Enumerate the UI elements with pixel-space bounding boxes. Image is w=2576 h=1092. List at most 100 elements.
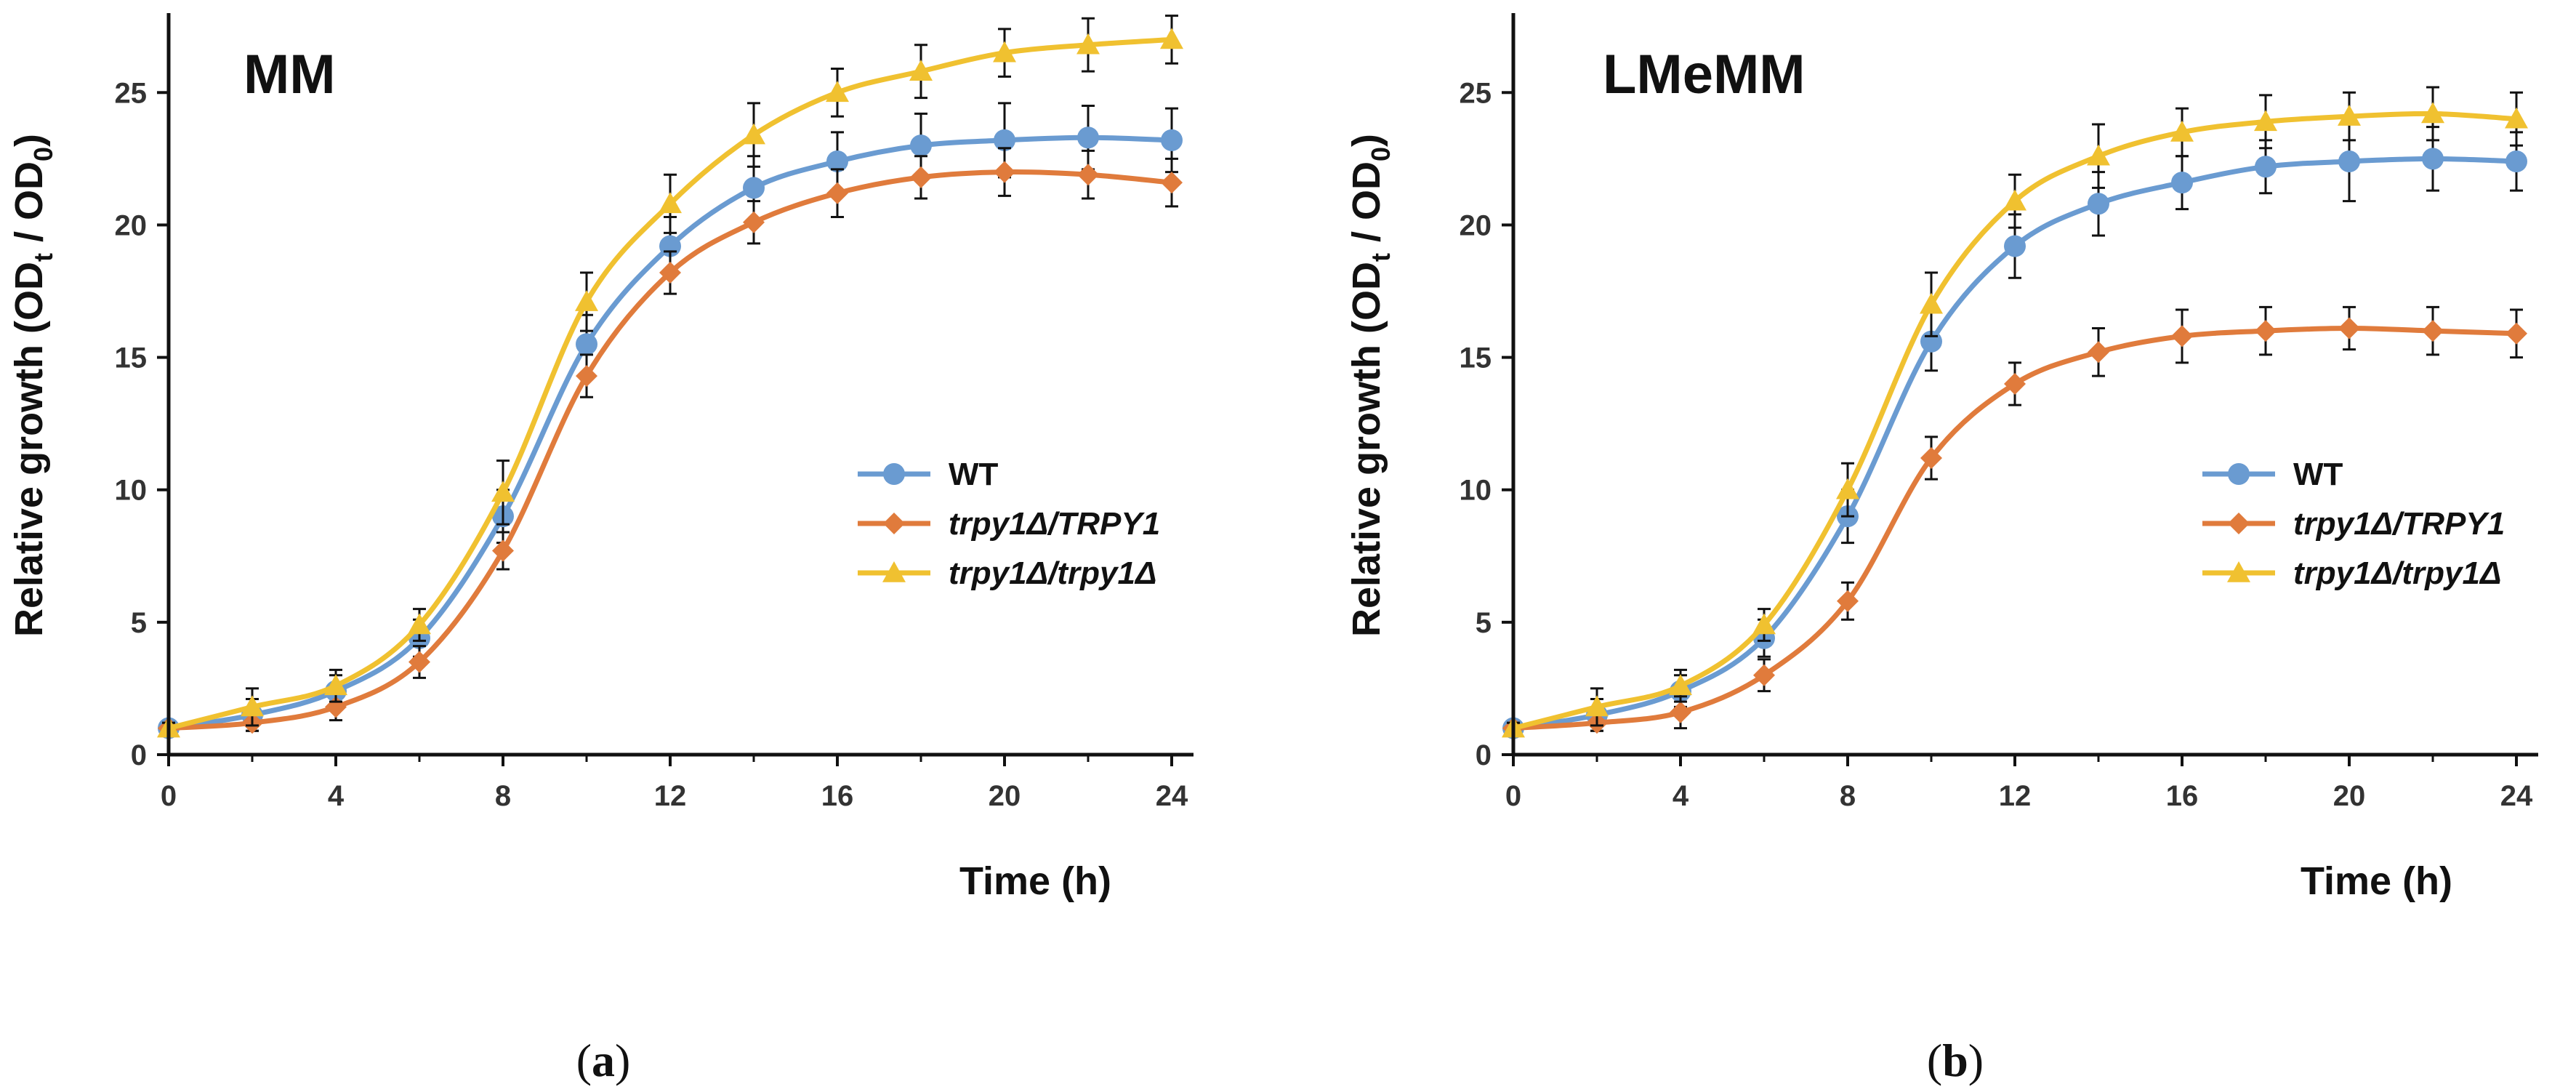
- panel-b-data-point: [1920, 292, 1943, 314]
- panel-a-data-point: [826, 81, 849, 103]
- panel-b-y-tick-label: 0: [1476, 739, 1492, 771]
- panel-b-legend-label: trpy1Δ/trpy1Δ: [2293, 555, 2502, 591]
- panel-b-data-point: [2255, 320, 2277, 342]
- panel-b-legend-label: trpy1Δ/TRPY1: [2293, 506, 2505, 542]
- panel-a-legend-label: trpy1Δ/TRPY1: [949, 506, 1160, 542]
- panel-b-data-point: [2422, 320, 2444, 342]
- panel-b-x-tick-label: 24: [2500, 780, 2533, 812]
- panel-b-x-tick-label: 12: [1999, 780, 2032, 812]
- panel-b-data-point: [1837, 590, 1859, 612]
- panel-b-series-line: [1510, 111, 2519, 731]
- panel-a-ylabel-suffix: ): [7, 134, 51, 147]
- panel-a-y-tick-label: 0: [131, 739, 147, 771]
- panel-b-legend-marker: [2228, 513, 2250, 534]
- panel-b-legend-entry-2: trpy1Δ/trpy1Δ: [2202, 555, 2502, 591]
- panel-a-x-tick-label: 4: [328, 780, 345, 812]
- panel-b-data-point: [1670, 701, 1691, 723]
- panel-b-y-tick-label: 20: [1460, 209, 1492, 241]
- panel-a-y-axis-title: Relative growth (ODt / OD0): [7, 134, 58, 637]
- panel-b-legend-marker: [2228, 463, 2250, 485]
- panel-a-x-axis-title: Time (h): [959, 859, 1111, 903]
- panel-a-data-point: [909, 60, 933, 81]
- panel-b-data-point: [2171, 172, 2193, 194]
- panel-a-ticks: 0 4 8 12 16 20 24 0 5 10 15 20 25: [115, 77, 1188, 812]
- panel-b-data-point: [2088, 193, 2109, 215]
- panel-a-data-point: [408, 613, 431, 635]
- panel-a-y-tick-label: 15: [115, 342, 148, 374]
- panel-b-caption-letter: b: [1942, 1035, 1968, 1086]
- panel-b-y-tick-label: 15: [1460, 342, 1492, 374]
- panel-a-x-tick-label: 20: [989, 780, 1021, 812]
- panel-b-ylabel-sub2: 0: [1366, 147, 1396, 161]
- panel-a-legend: WT trpy1Δ/TRPY1 trpy1Δ/trpy1Δ: [858, 457, 1160, 591]
- panel-b-y-tick-label: 25: [1460, 77, 1492, 109]
- panel-b-series-1: [1502, 305, 2527, 739]
- panel-a-data-point: [910, 135, 932, 157]
- panel-a-axes: [166, 13, 1194, 757]
- panel-b-data-point: [1836, 478, 1859, 499]
- panel-b-data-point: [1585, 695, 1609, 717]
- panel-a-series-line: [166, 135, 1175, 731]
- panel-a-data-point: [1161, 129, 1183, 151]
- panel-a-data-point: [659, 192, 682, 214]
- panel-a-data-point: [408, 651, 430, 673]
- panel-a-legend-entry-0: WT: [858, 457, 999, 492]
- panel-b-caption: (b): [1927, 1035, 1984, 1086]
- panel-b-data-point: [2338, 317, 2360, 340]
- panel-b-data-point: [1753, 664, 1775, 686]
- panel-a-series-line: [166, 36, 1175, 731]
- panel-a-data-point: [492, 539, 514, 562]
- panel-b-data-point: [2505, 322, 2527, 345]
- panel-b-data-point: [1920, 447, 1942, 469]
- panel-a-x-tick-label: 0: [161, 780, 177, 812]
- panel-b-data-point: [2338, 105, 2361, 126]
- panel-a-caption: (a): [576, 1035, 631, 1086]
- panel-a-series-line: [166, 169, 1175, 731]
- panel-a-data-point: [575, 290, 598, 311]
- panel-a-x-tick-label: 16: [821, 780, 854, 812]
- panel-a-legend-marker: [883, 513, 905, 534]
- panel-b-ylabel-suffix: ): [1345, 134, 1388, 147]
- panel-a-x-tick-label: 8: [495, 780, 511, 812]
- panel-b-x-tick-label: 4: [1673, 780, 1689, 812]
- panel-a-data-point: [1160, 28, 1183, 49]
- panel-a-legend-marker: [882, 561, 906, 582]
- panel-a-legend-label: WT: [949, 457, 999, 492]
- panel-a-data-point: [742, 123, 765, 145]
- panel-b-ticks: 0 4 8 12 16 20 24 0 5 10 15 20 25: [1460, 77, 2533, 812]
- panel-b-data-point: [2087, 144, 2110, 166]
- panel-a-ylabel-sub2: 0: [28, 147, 58, 161]
- panel-a-data-point: [1077, 127, 1099, 149]
- panel-a-title: MM: [243, 44, 336, 105]
- panel-b-x-tick-label: 20: [2333, 780, 2366, 812]
- panel-b-data-layer: [1502, 86, 2528, 739]
- panel-a-caption-letter: a: [592, 1035, 615, 1086]
- panel-b-data-point: [2338, 150, 2360, 172]
- panel-b-legend-entry-0: WT: [2202, 457, 2343, 492]
- panel-b-x-tick-label: 0: [1505, 780, 1521, 812]
- panel-b-y-tick-label: 5: [1476, 607, 1492, 639]
- panel-b-data-point: [2255, 156, 2277, 178]
- panel-a-ylabel-sub1: t: [28, 253, 58, 262]
- panel-b-legend: WT trpy1Δ/TRPY1 trpy1Δ/trpy1Δ: [2202, 457, 2505, 591]
- panel-a-data-point: [576, 365, 597, 388]
- panel-a-data-point: [994, 161, 1015, 183]
- panel-b-data-point: [2004, 373, 2026, 395]
- panel-b-data-point: [2422, 148, 2444, 170]
- panel-a-data-point: [826, 150, 848, 172]
- panel-b-ylabel-mid: / OD: [1345, 161, 1388, 253]
- panel-a-legend-entry-1: trpy1Δ/TRPY1: [858, 506, 1160, 542]
- panel-b-legend-marker: [2227, 561, 2250, 582]
- panel-a-x-tick-label: 12: [654, 780, 687, 812]
- panel-a-data-point: [743, 177, 765, 199]
- panel-a-y-tick-label: 25: [115, 77, 148, 109]
- panel-a-data-point: [241, 695, 264, 717]
- panel-a-data-point: [910, 166, 932, 188]
- panel-a-data-point: [1077, 164, 1099, 186]
- panel-a-legend-entry-2: trpy1Δ/trpy1Δ: [858, 555, 1157, 591]
- panel-a-data-point: [1161, 172, 1183, 194]
- panel-b-data-point: [1752, 613, 1776, 635]
- panel-b-legend-entry-1: trpy1Δ/TRPY1: [2202, 506, 2505, 542]
- panel-b-data-point: [2505, 150, 2527, 172]
